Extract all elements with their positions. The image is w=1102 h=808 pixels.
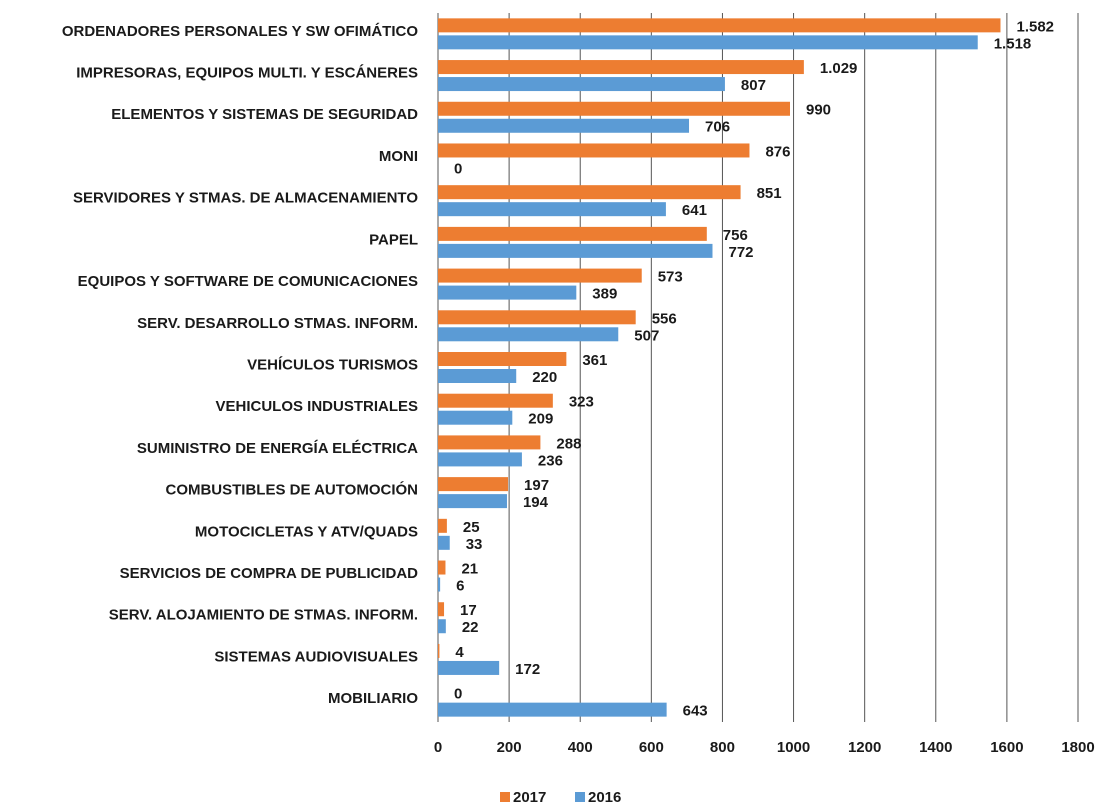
- bar: [438, 101, 790, 116]
- bar: [438, 702, 667, 717]
- data-label: 4: [455, 644, 464, 661]
- y-tick-label: SERVICIOS DE COMPRA DE PUBLICIDAD: [120, 565, 419, 582]
- x-tick-label: 1200: [848, 739, 881, 756]
- data-label: 172: [515, 661, 540, 678]
- data-label: 288: [556, 435, 581, 452]
- y-tick-label: MOTOCICLETAS Y ATV/QUADS: [195, 523, 418, 540]
- legend-label: 2016: [588, 789, 621, 806]
- data-label: 556: [652, 310, 677, 327]
- x-tick-label: 800: [710, 739, 735, 756]
- data-label: 1.029: [820, 60, 858, 77]
- data-label: 220: [532, 369, 557, 386]
- legend-label: 2017: [513, 789, 546, 806]
- y-tick-label: SISTEMAS AUDIOVISUALES: [214, 648, 418, 665]
- bar: [438, 435, 541, 450]
- bar: [438, 452, 522, 467]
- data-label: 361: [582, 352, 607, 369]
- bar: [438, 619, 446, 634]
- data-label: 1.582: [1016, 18, 1054, 35]
- bar: [438, 660, 500, 675]
- data-label: 0: [454, 686, 462, 703]
- bar: [438, 118, 690, 133]
- data-label: 17: [460, 602, 477, 619]
- bar: [438, 477, 509, 492]
- data-label: 0: [454, 160, 462, 177]
- bar: [438, 494, 507, 509]
- bar: [438, 535, 450, 550]
- y-tick-label: SERV. DESARROLLO STMAS. INFORM.: [137, 315, 418, 332]
- data-label: 389: [592, 286, 617, 303]
- data-label: 756: [723, 227, 748, 244]
- bar: [438, 77, 725, 92]
- y-tick-label: ORDENADORES PERSONALES Y SW OFIMÁTICO: [62, 23, 418, 40]
- legend-swatch: [500, 792, 510, 802]
- y-tick-label: MOBILIARIO: [328, 690, 418, 707]
- data-label: 643: [683, 703, 708, 720]
- bar: [438, 226, 707, 241]
- data-label: 33: [466, 536, 483, 553]
- x-tick-label: 1600: [990, 739, 1023, 756]
- bar: [438, 202, 666, 217]
- data-label: 573: [658, 269, 683, 286]
- data-label: 851: [757, 185, 782, 202]
- bar: [438, 352, 567, 366]
- y-tick-label: COMBUSTIBLES DE AUTOMOCIÓN: [165, 481, 418, 499]
- y-tick-label: PAPEL: [369, 231, 418, 248]
- bar: [438, 327, 619, 342]
- bar: [438, 393, 553, 408]
- data-label: 22: [462, 619, 479, 636]
- y-tick-label: SERVIDORES Y STMAS. DE ALMACENAMIENTO: [73, 190, 418, 207]
- bar: [438, 35, 978, 50]
- y-tick-label: SERV. ALOJAMIENTO DE STMAS. INFORM.: [109, 607, 418, 624]
- x-tick-label: 600: [639, 739, 664, 756]
- bar: [438, 643, 440, 658]
- data-label: 807: [741, 77, 766, 94]
- y-tick-label: SUMINISTRO DE ENERGÍA ELÉCTRICA: [137, 440, 418, 457]
- data-label: 21: [461, 560, 478, 577]
- bar: [438, 285, 577, 300]
- y-tick-label: VEHÍCULOS TURISMOS: [247, 356, 418, 373]
- data-label: 706: [705, 119, 730, 136]
- bar: [438, 602, 445, 617]
- x-tick-label: 1000: [777, 739, 810, 756]
- y-tick-label: MONI: [379, 148, 418, 165]
- data-label: 6: [456, 577, 464, 594]
- y-tick-label: VEHICULOS INDUSTRIALES: [215, 398, 418, 415]
- x-tick-label: 0: [434, 739, 442, 756]
- x-tick-label: 1400: [919, 739, 952, 756]
- data-label: 1.518: [994, 35, 1032, 52]
- bar: [438, 560, 446, 575]
- data-label: 194: [523, 494, 549, 511]
- bar: [438, 60, 804, 75]
- bar: [438, 243, 713, 258]
- data-label: 209: [528, 411, 553, 428]
- x-tick-label: 1800: [1061, 739, 1094, 756]
- x-tick-label: 200: [497, 739, 522, 756]
- bar: [438, 143, 750, 158]
- bar: [438, 310, 636, 325]
- y-tick-label: EQUIPOS Y SOFTWARE DE COMUNICACIONES: [78, 273, 418, 290]
- bar: [438, 18, 1001, 33]
- bar: [438, 185, 741, 200]
- data-label: 197: [524, 477, 549, 494]
- bar: [438, 518, 447, 533]
- bar: [438, 410, 513, 425]
- data-label: 876: [765, 143, 790, 160]
- data-label: 236: [538, 452, 563, 469]
- data-label: 772: [728, 244, 753, 261]
- data-label: 323: [569, 394, 594, 411]
- bar: [438, 369, 517, 383]
- data-label: 25: [463, 519, 480, 536]
- legend-swatch: [575, 792, 585, 802]
- y-tick-label: IMPRESORAS, EQUIPOS MULTI. Y ESCÁNERES: [76, 65, 418, 82]
- bar: [438, 577, 441, 592]
- bar: [438, 268, 642, 283]
- data-label: 641: [682, 202, 707, 219]
- data-label: 990: [806, 102, 831, 119]
- data-label: 507: [634, 327, 659, 344]
- y-tick-label: ELEMENTOS Y SISTEMAS DE SEGURIDAD: [111, 106, 418, 123]
- x-tick-label: 400: [568, 739, 593, 756]
